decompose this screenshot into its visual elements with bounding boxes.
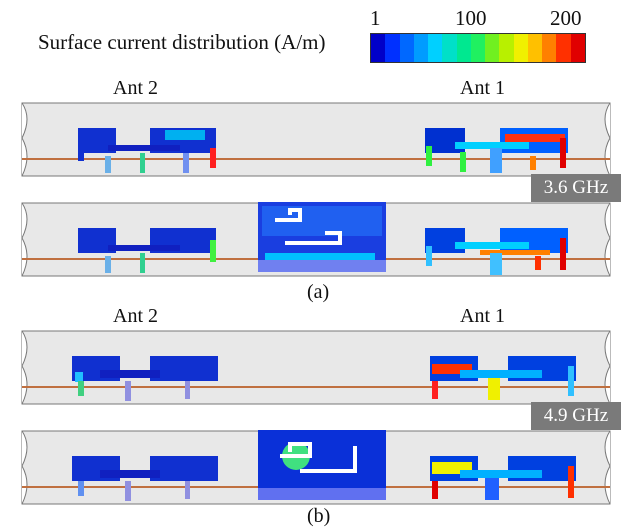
colorbar-swatch [385, 34, 400, 62]
caption-b: (b) [307, 505, 331, 527]
caption-a: (a) [307, 281, 330, 303]
colorbar-swatch [499, 34, 514, 62]
ant1-label-a: Ant 1 [460, 77, 505, 99]
board-strip-b-top [21, 330, 611, 405]
ant2-structure-b-top [72, 356, 218, 401]
ant2-label-a: Ant 2 [113, 77, 158, 99]
colorbar-swatch [470, 34, 486, 62]
colorbar-swatch [542, 34, 557, 62]
board-strip-b-bottom [21, 430, 611, 505]
legend-tick-max: 200 [550, 6, 582, 30]
ant1-structure-b-bottom [430, 456, 576, 500]
ant2-structure-a-bottom [78, 228, 216, 273]
legend-tick-mid: 100 [455, 6, 487, 30]
colorbar-swatch [556, 34, 571, 62]
ant1-structure-a-top [425, 128, 568, 173]
legend-tick-min: 1 [370, 6, 381, 30]
colorbar [370, 33, 586, 63]
colorbar-swatch [527, 34, 543, 62]
ant1-structure-a-bottom [425, 228, 568, 275]
board-b-top [21, 330, 611, 405]
freq-badge-a: 3.6 GHz [531, 174, 621, 202]
decoupling-structure-a [258, 202, 386, 272]
decoupling-structure-b [258, 430, 386, 500]
colorbar-swatch [570, 34, 585, 62]
colorbar-swatch [442, 34, 457, 62]
colorbar-swatch [371, 34, 386, 62]
colorbar-swatch [513, 34, 528, 62]
colorbar-swatch [399, 34, 414, 62]
ant2-structure-b-bottom [72, 456, 218, 501]
ant1-label-b: Ant 1 [460, 305, 505, 327]
colorbar-swatch [428, 34, 443, 62]
ant1-structure-b-top [430, 356, 576, 400]
ant2-structure-a-top [78, 128, 216, 173]
colorbar-swatch [485, 34, 500, 62]
colorbar-swatch [456, 34, 471, 62]
ant2-label-b: Ant 2 [113, 305, 158, 327]
legend-title: Surface current distribution (A/m) [38, 30, 326, 54]
board-strip-a-bottom [21, 202, 611, 277]
colorbar-swatch [413, 34, 429, 62]
freq-badge-b: 4.9 GHz [531, 402, 621, 430]
board-strip-a-top [21, 102, 611, 177]
